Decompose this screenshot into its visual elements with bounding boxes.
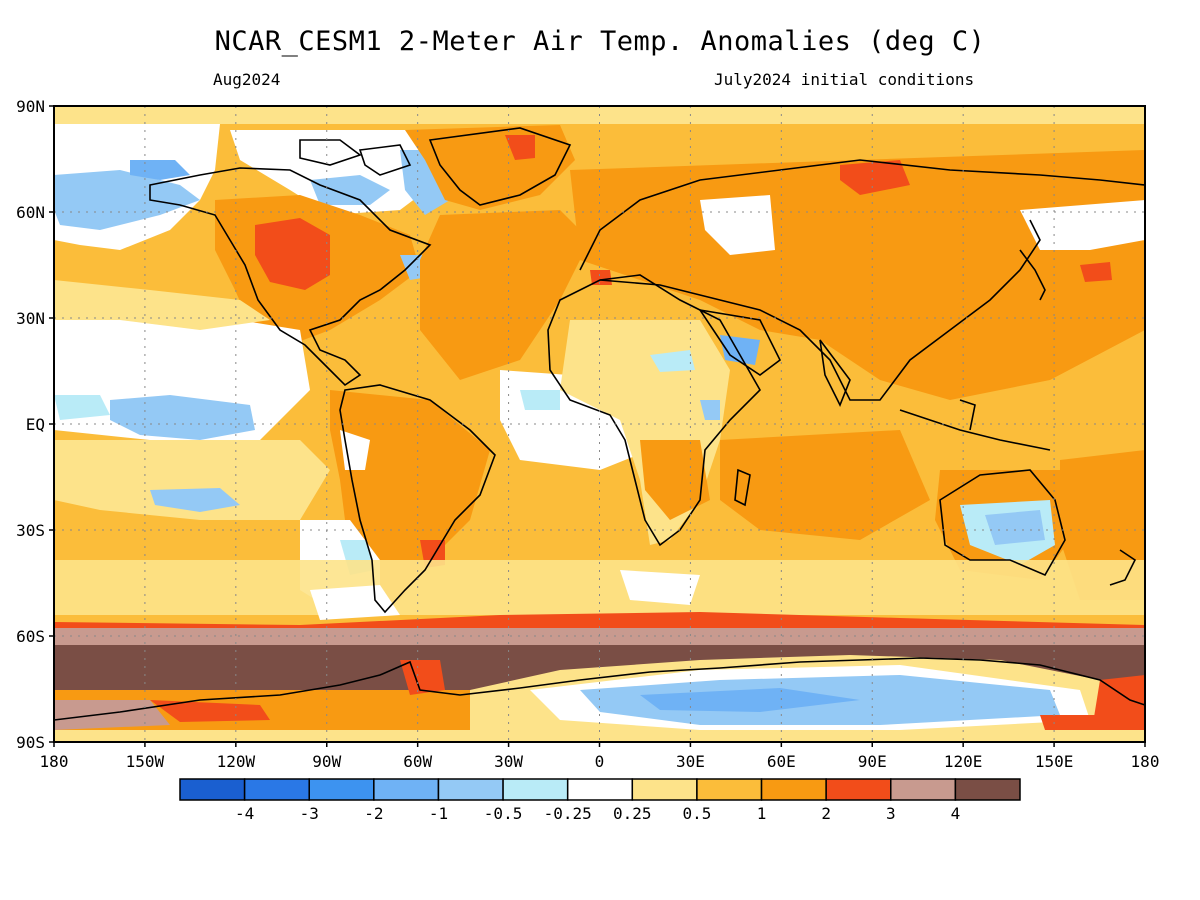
colorbar-swatch bbox=[954, 778, 1021, 801]
longitude-label: 30W bbox=[494, 752, 523, 771]
longitude-label: 120E bbox=[944, 752, 983, 771]
longitude-label: 90E bbox=[858, 752, 887, 771]
longitude-labels: 180 150W 120W 90W 60W 30W 0 30E 60E 90E 120E 150E 18… bbox=[40, 752, 1160, 771]
colorbar-label: -1 bbox=[429, 804, 448, 823]
colorbar-label: 0.25 bbox=[613, 804, 652, 823]
colorbar-swatch bbox=[502, 778, 569, 801]
longitude-label: 120W bbox=[217, 752, 256, 771]
colorbar-swatch bbox=[308, 778, 375, 801]
latitude-label: 90N bbox=[16, 97, 45, 116]
longitude-label: 60E bbox=[767, 752, 796, 771]
latitude-label: 60S bbox=[16, 627, 45, 646]
longitude-label: 180 bbox=[1131, 752, 1160, 771]
colorbar-swatch bbox=[696, 778, 763, 801]
initial-conditions-label: July2024 initial conditions bbox=[714, 70, 975, 89]
longitude-label: 90W bbox=[312, 752, 341, 771]
forecast-month-label: Aug2024 bbox=[213, 70, 281, 89]
colorbar: -4 -3 -2 -1 -0.5 -0.25 0.25 0.5 1 2 3 4 bbox=[179, 778, 1021, 823]
colorbar-label: -0.25 bbox=[544, 804, 592, 823]
longitude-label: 30E bbox=[676, 752, 705, 771]
colorbar-swatch bbox=[373, 778, 440, 801]
latitude-label: 90S bbox=[16, 733, 45, 752]
colorbar-swatch bbox=[243, 778, 310, 801]
longitude-label: 60W bbox=[403, 752, 432, 771]
axis-ticks bbox=[49, 105, 1146, 747]
colorbar-label: 3 bbox=[886, 804, 896, 823]
colorbar-swatch bbox=[179, 778, 246, 801]
colorbar-label: -4 bbox=[235, 804, 254, 823]
map-title: NCAR_CESM1 2-Meter Air Temp. Anomalies (… bbox=[214, 26, 986, 57]
latitude-label: EQ bbox=[26, 415, 45, 434]
latitude-label: 60N bbox=[16, 203, 45, 222]
colorbar-label: 4 bbox=[951, 804, 961, 823]
latitude-labels: 90N 60N 30N EQ 30S 60S 90S bbox=[16, 97, 45, 752]
colorbar-label: -0.5 bbox=[484, 804, 523, 823]
latitude-label: 30S bbox=[16, 521, 45, 540]
colorbar-swatch bbox=[890, 778, 957, 801]
colorbar-label: -3 bbox=[300, 804, 319, 823]
longitude-label: 180 bbox=[40, 752, 69, 771]
longitude-label: 150W bbox=[126, 752, 165, 771]
longitude-label: 0 bbox=[595, 752, 605, 771]
colorbar-label: 2 bbox=[821, 804, 831, 823]
colorbar-swatch bbox=[566, 778, 634, 801]
colorbar-label: 1 bbox=[757, 804, 767, 823]
colorbar-label: -2 bbox=[364, 804, 383, 823]
colorbar-label: 0.5 bbox=[682, 804, 711, 823]
colorbar-swatch bbox=[760, 778, 827, 801]
colorbar-swatch bbox=[437, 778, 504, 801]
latitude-label: 30N bbox=[16, 309, 45, 328]
colorbar-swatch bbox=[825, 778, 892, 801]
longitude-label: 150E bbox=[1035, 752, 1074, 771]
gridlines bbox=[54, 106, 1145, 742]
colorbar-swatch bbox=[631, 778, 698, 801]
